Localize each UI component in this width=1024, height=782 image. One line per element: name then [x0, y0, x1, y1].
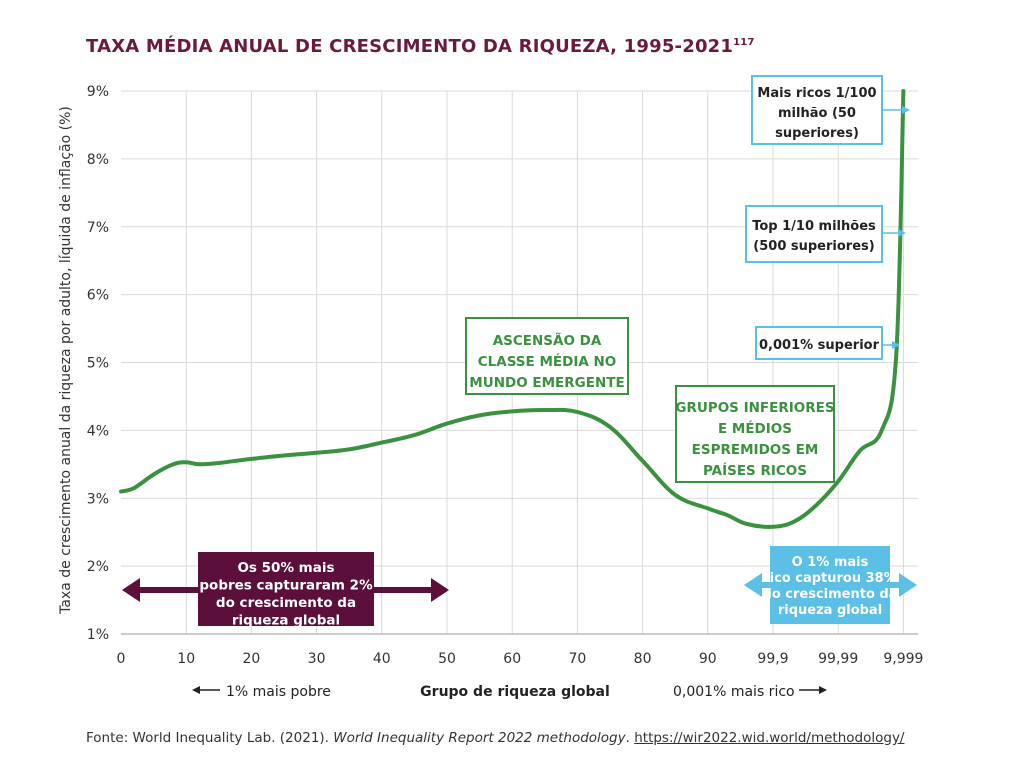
- annotation-line: GRUPOS INFERIORES: [675, 400, 834, 416]
- squeezed-box: [675, 385, 835, 483]
- annotation-line: milhão (50: [778, 106, 856, 121]
- annotation-line: do crescimento da: [763, 587, 898, 602]
- annotation-line: MUNDO EMERGENTE: [469, 375, 624, 391]
- bottom50-arrow-left-head: [122, 578, 140, 602]
- x-tick-label: 80: [634, 651, 652, 667]
- top1-label: O 1% mais rico capturou 38% do crescimento…: [763, 555, 898, 618]
- x-tick-label: 99,99: [818, 651, 858, 667]
- nav-right-arrow-head: [819, 686, 827, 694]
- top-0001-label: 0,001% superior: [759, 338, 880, 353]
- y-tick-label: 2%: [87, 559, 109, 575]
- y-tick-label: 4%: [87, 423, 109, 439]
- chart-title-text: TAXA MÉDIA ANUAL DE CRESCIMENTO DA RIQUE…: [86, 36, 734, 57]
- y-tick-labels: 1% 2% 3% 4% 5% 6% 7% 8% 9%: [87, 84, 109, 643]
- annotation-line: ESPREMIDOS EM: [692, 442, 819, 458]
- annotation-line: CLASSE MÉDIA NO: [478, 353, 617, 370]
- top-1-100m-box: [751, 75, 883, 145]
- source-link[interactable]: https://wir2022.wid.world/methodology/: [634, 730, 905, 746]
- y-tick-label: 5%: [87, 356, 109, 372]
- chart-title-note: 117: [733, 37, 755, 48]
- annotation-line: PAÍSES RICOS: [703, 462, 807, 479]
- annotation-line: superiores): [775, 126, 859, 141]
- y-tick-label: 3%: [87, 491, 109, 507]
- top-1-10m-pointer-head: [898, 229, 906, 237]
- annotation-line: E MÉDIOS: [718, 420, 792, 437]
- annotation-line: Top 1/10 milhões: [752, 219, 876, 234]
- x-tick-label: 9,999: [883, 651, 923, 667]
- top-1-100m-pointer-head: [902, 106, 910, 114]
- source-prefix: Fonte: World Inequality Lab. (2021).: [86, 730, 334, 746]
- annotation-line: pobres capturaram 2%: [199, 578, 373, 594]
- x-tick-label: 99,9: [757, 651, 788, 667]
- top-0001-box: [755, 326, 883, 360]
- middle-class-box: [465, 317, 629, 395]
- bottom50-arrow-right-head: [431, 578, 449, 602]
- x-tick-label: 40: [373, 651, 391, 667]
- bottom50-label: Os 50% mais pobres capturaram 2% do cresci…: [199, 560, 373, 629]
- y-tick-label: 1%: [87, 627, 109, 643]
- annotation-line: Os 50% mais: [237, 560, 334, 576]
- squeezed-label: GRUPOS INFERIORES E MÉDIOS ESPREMIDOS EM PA…: [675, 400, 834, 479]
- annotation-line: ASCENSÃO DA: [493, 332, 602, 349]
- source-title: World Inequality Report 2022 methodology: [333, 730, 626, 746]
- x-tick-label: 10: [177, 651, 195, 667]
- x-tick-label: 60: [503, 651, 521, 667]
- x-tick-label: 50: [438, 651, 456, 667]
- annotation-line: Mais ricos 1/100: [757, 86, 876, 101]
- nav-left-arrow-head: [192, 686, 200, 694]
- chart-title: TAXA MÉDIA ANUAL DE CRESCIMENTO DA RIQUE…: [86, 36, 755, 57]
- y-tick-label: 9%: [87, 84, 109, 100]
- top-1-100m-label: Mais ricos 1/100 milhão (50 superiores): [757, 86, 876, 141]
- y-tick-label: 8%: [87, 152, 109, 168]
- top-0001-pointer-head: [892, 341, 900, 349]
- top-1-10m-box: [745, 205, 883, 263]
- x-tick-label: 70: [568, 651, 586, 667]
- y-tick-label: 7%: [87, 220, 109, 236]
- nav-left-label: 1% mais pobre: [226, 684, 331, 700]
- y-axis-label: Taxa de crescimento anual da riqueza por…: [58, 106, 74, 615]
- top1-box: [770, 546, 890, 624]
- top1-arrow-right-head: [899, 573, 917, 597]
- x-tick-labels: 0 10 20 30 40 50 60 70 80 90 99,9 99,99 9,999: [117, 651, 924, 667]
- x-axis-label: Grupo de riqueza global: [420, 684, 610, 700]
- series-line: [119, 89, 906, 529]
- source-citation: Fonte: World Inequality Lab. (2021). Wor…: [86, 730, 904, 746]
- top1-arrow-left-head: [744, 573, 762, 597]
- annotation-line: rico capturou 38%: [763, 571, 897, 586]
- annotation-line: do crescimento da: [216, 595, 356, 611]
- x-tick-label: 0: [117, 651, 126, 667]
- annotation-line: 0,001% superior: [759, 338, 880, 353]
- annotation-line: riqueza global: [778, 603, 882, 618]
- y-tick-label: 6%: [87, 288, 109, 304]
- nav-right-label: 0,001% mais rico: [673, 684, 795, 700]
- source-sep: .: [625, 730, 635, 746]
- middle-class-label: ASCENSÃO DA CLASSE MÉDIA NO MUNDO EMERGENT…: [469, 332, 624, 391]
- x-tick-label: 20: [242, 651, 260, 667]
- top-1-10m-label: Top 1/10 milhões (500 superiores): [752, 219, 876, 254]
- annotation-line: (500 superiores): [753, 239, 874, 254]
- x-tick-label: 30: [308, 651, 326, 667]
- x-tick-label: 90: [699, 651, 717, 667]
- bottom50-box: [198, 552, 374, 626]
- annotation-line: riqueza global: [232, 613, 340, 629]
- annotation-line: O 1% mais: [792, 555, 869, 570]
